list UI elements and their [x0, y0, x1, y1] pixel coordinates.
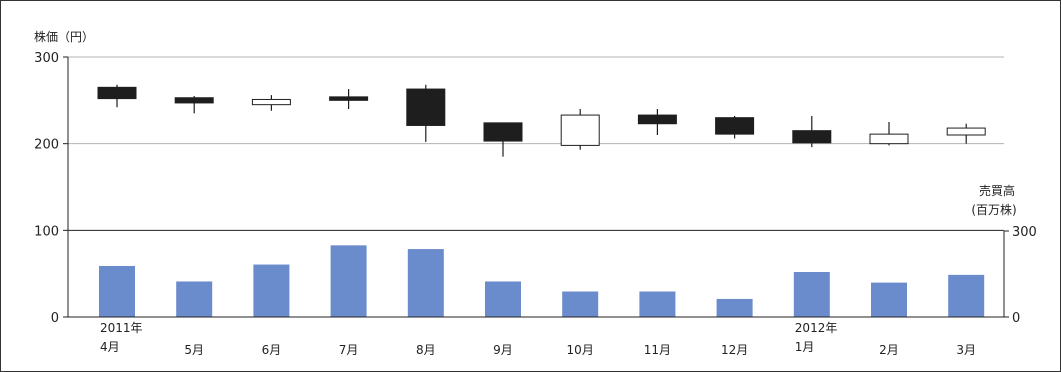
volume-bar-8: [716, 298, 753, 317]
month-label-5: 9月: [493, 343, 513, 357]
candle-body-10: [869, 133, 909, 145]
month-label-7: 11月: [644, 343, 671, 357]
volume-tick-label-300: 300: [1012, 225, 1037, 240]
price-tick-label-300: 300: [34, 51, 59, 66]
candle-body-7: [637, 114, 677, 125]
year-label-9: 2012年: [795, 321, 838, 335]
volume-bar-2: [253, 264, 290, 317]
volume-tick-label-0: 0: [1012, 311, 1020, 326]
price-tick-label-100: 100: [34, 224, 59, 239]
month-label-0: 4月: [100, 340, 120, 354]
month-label-8: 12月: [721, 343, 748, 357]
month-label-1: 5月: [184, 343, 204, 357]
month-label-6: 10月: [567, 343, 594, 357]
price-tick-label-0: 0: [51, 311, 59, 326]
year-label-0: 2011年: [100, 321, 143, 335]
volume-bar-9: [793, 271, 830, 317]
candle-body-2: [251, 98, 291, 106]
price-tick-label-200: 200: [34, 138, 59, 153]
volume-axis-title-line1: 売買高: [979, 183, 1015, 198]
candle-body-5: [483, 122, 523, 142]
month-label-3: 7月: [339, 343, 359, 357]
month-label-9: 1月: [795, 340, 815, 354]
grid-layer: [68, 56, 1004, 145]
candle-body-11: [946, 127, 986, 136]
price-axis-title: 株価（円）: [34, 29, 94, 44]
candle-body-3: [329, 96, 369, 101]
tick-labels: 0 100 200 300 0 300 2011年 4月 5月 6月 7月 8月 9月 10月 11月 12月…: [34, 51, 1037, 357]
candle-body-8: [715, 117, 755, 135]
month-label-2: 6月: [262, 343, 282, 357]
volume-bar-1: [176, 281, 213, 317]
volume-bar-7: [639, 291, 676, 317]
candle-body-1: [174, 97, 214, 104]
volume-bar-4: [407, 249, 444, 317]
volume-bar-11: [948, 274, 985, 317]
volume-axis-title-line2: (百万株): [971, 202, 1016, 217]
volume-bar-5: [485, 281, 521, 317]
candle-body-6: [560, 114, 600, 146]
candlesticks: [97, 84, 986, 157]
candle-body-9: [792, 130, 832, 144]
volume-bar-3: [330, 245, 367, 317]
candle-body-4: [406, 88, 446, 126]
month-label-4: 8月: [416, 343, 436, 357]
month-label-11: 3月: [956, 343, 976, 357]
volume-bar-6: [562, 291, 599, 317]
month-label-10: 2月: [879, 343, 899, 357]
volume-bar-0: [99, 265, 135, 317]
volume-bars: [99, 245, 985, 317]
volume-bar-10: [871, 282, 907, 317]
axes: [63, 56, 1009, 318]
candle-body-0: [97, 86, 137, 100]
